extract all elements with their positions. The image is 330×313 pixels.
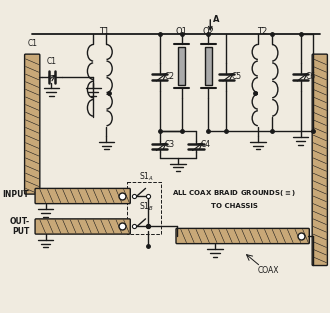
Text: C1: C1 [27,39,37,49]
Bar [127,182,161,234]
Text: C3: C3 [165,140,175,149]
Text: S1$_B$: S1$_B$ [139,201,154,213]
Text: INPUT: INPUT [3,190,29,199]
Text: Q2: Q2 [202,27,214,36]
Text: OUT-: OUT- [9,217,29,226]
FancyBboxPatch shape [25,54,40,194]
Text: C2: C2 [165,72,175,80]
FancyBboxPatch shape [176,228,309,244]
Bar [205,47,212,85]
Text: Q1: Q1 [176,27,188,36]
Text: C5: C5 [231,72,241,80]
Text: A: A [213,15,220,24]
Text: T2: T2 [257,27,268,36]
FancyBboxPatch shape [35,219,130,234]
Text: C1: C1 [46,57,56,65]
Text: ALL COAX BRAID GROUNDS($\equiv$): ALL COAX BRAID GROUNDS($\equiv$) [172,188,296,198]
Text: C4: C4 [201,140,211,149]
Text: TO CHASSIS: TO CHASSIS [211,203,257,208]
Text: T1: T1 [99,27,110,36]
Text: S1$_A$: S1$_A$ [139,170,154,183]
Text: COAX: COAX [258,266,280,275]
FancyBboxPatch shape [312,54,327,265]
Bar [179,47,185,85]
Text: PUT: PUT [12,227,29,236]
FancyBboxPatch shape [35,188,130,204]
Text: C6: C6 [306,72,315,80]
